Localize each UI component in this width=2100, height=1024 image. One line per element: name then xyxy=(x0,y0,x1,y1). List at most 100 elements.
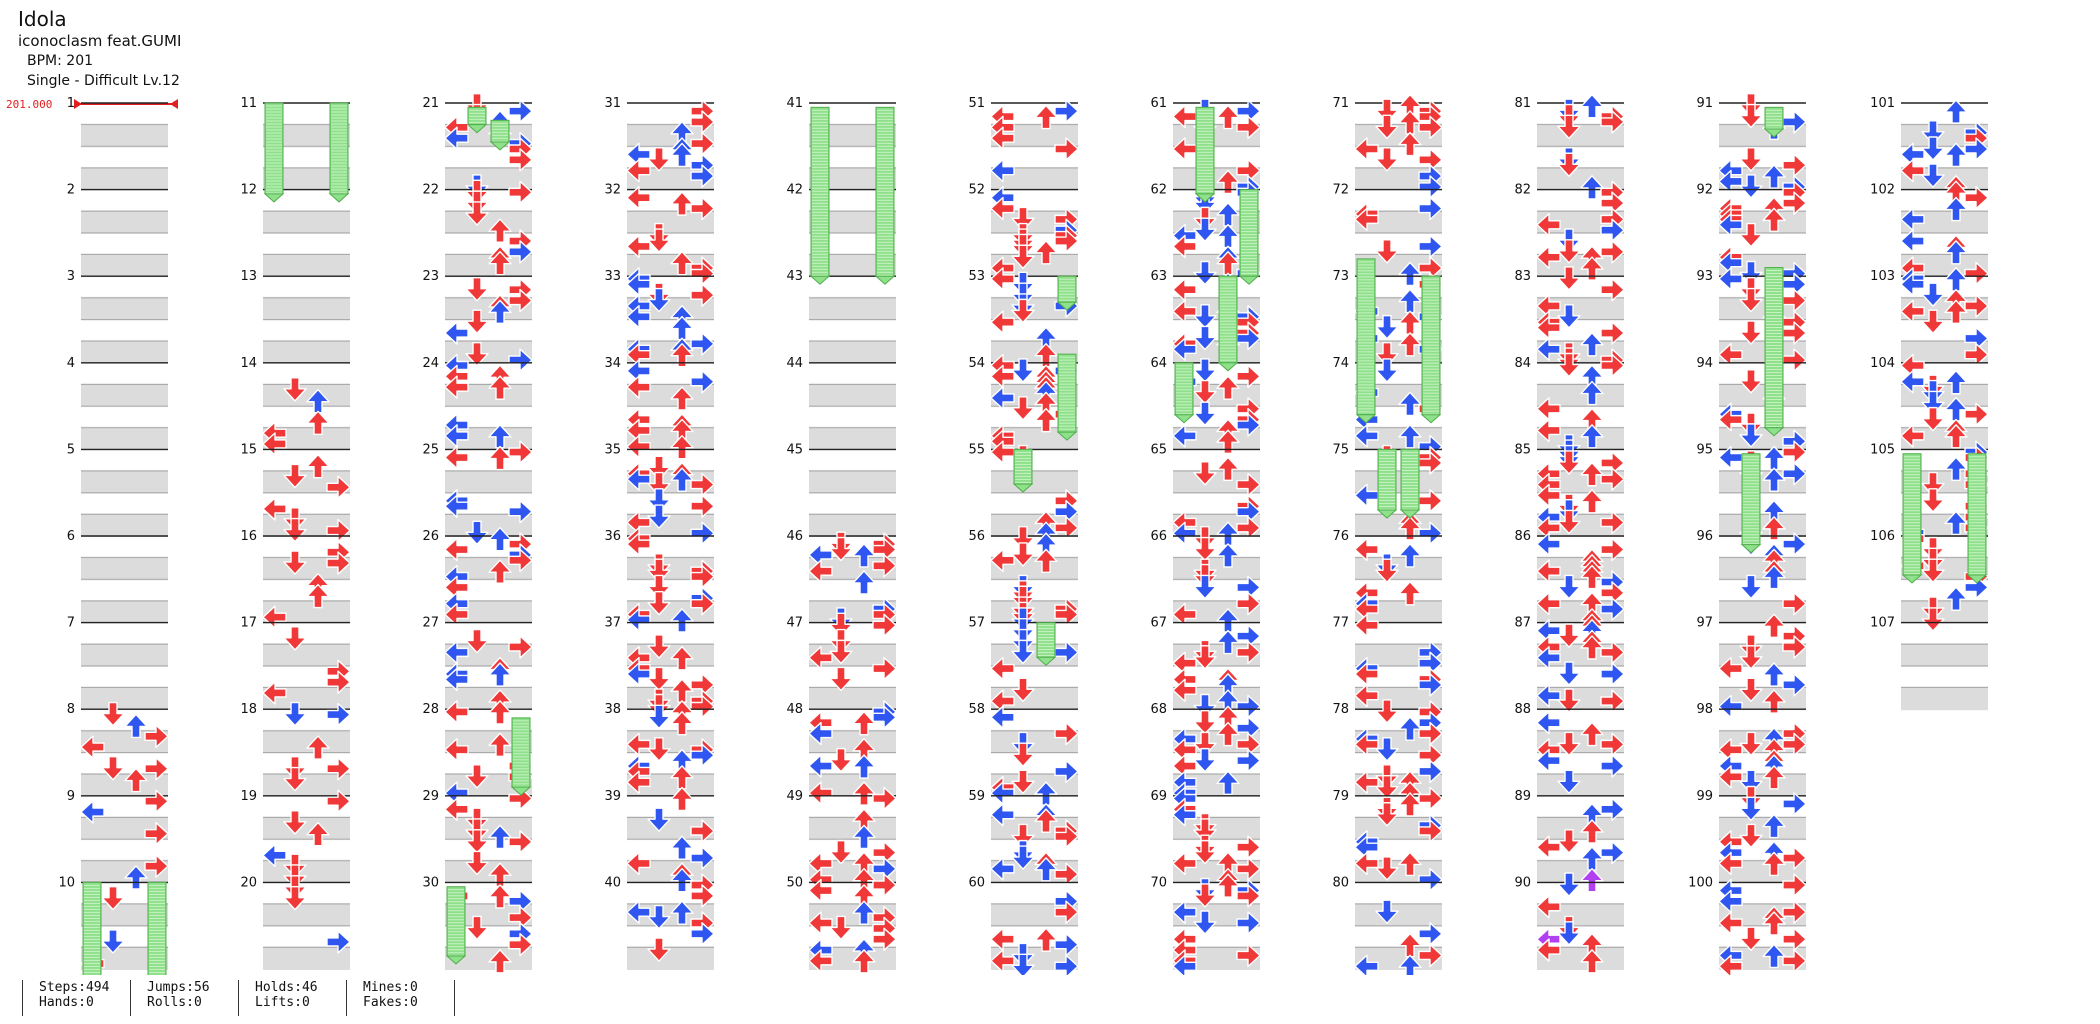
measure: 107 xyxy=(1870,616,1988,711)
right-arrow-icon xyxy=(326,789,351,813)
left-arrow-icon xyxy=(808,646,833,670)
right-arrow-icon xyxy=(690,283,715,307)
down-arrow-icon xyxy=(465,309,489,334)
left-arrow-icon xyxy=(808,851,833,876)
left-arrow-icon xyxy=(990,705,1015,730)
measure-number: 47 xyxy=(786,616,803,631)
measure-number: 67 xyxy=(1150,616,1167,631)
right-arrow-icon xyxy=(690,110,715,134)
down-arrow-icon xyxy=(1557,450,1581,475)
up-arrow-icon xyxy=(852,900,876,925)
measure-number: 54 xyxy=(968,356,985,371)
stat-divider xyxy=(454,980,471,1016)
right-arrow-icon xyxy=(1236,115,1261,140)
measure-number: 62 xyxy=(1150,183,1167,198)
right-arrow-icon xyxy=(1418,651,1443,675)
chart-column: 81 82 83 84 85 86 87 88 89 90 xyxy=(1514,94,1625,974)
right-arrow-icon xyxy=(872,857,897,881)
left-arrow-icon xyxy=(990,126,1015,150)
measure: 105 xyxy=(1870,440,1989,545)
right-arrow-icon xyxy=(1600,191,1625,215)
right-arrow-icon xyxy=(1418,786,1443,811)
right-arrow-icon xyxy=(144,821,169,846)
measure: 79 xyxy=(1332,786,1443,892)
left-arrow-icon xyxy=(626,851,651,876)
up-arrow-icon xyxy=(1762,499,1786,525)
down-arrow-icon xyxy=(1739,147,1763,172)
left-arrow-icon xyxy=(626,186,651,210)
measure: 89 xyxy=(1514,789,1625,893)
measure-number: 84 xyxy=(1514,356,1531,371)
measure-number: 16 xyxy=(240,529,257,544)
measure-number: 51 xyxy=(968,96,985,111)
measure-number: 64 xyxy=(1150,356,1167,371)
up-arrow-icon xyxy=(1398,288,1422,314)
up-arrow-icon xyxy=(670,748,694,774)
measure-number: 26 xyxy=(422,529,439,544)
up-arrow-icon xyxy=(670,835,694,860)
right-arrow-icon xyxy=(508,440,533,464)
left-arrow-icon xyxy=(1718,342,1743,367)
left-arrow-icon xyxy=(262,605,287,629)
up-arrow-icon xyxy=(124,865,148,890)
stat-group: Holds:46 Lifts:0 xyxy=(238,980,318,1016)
up-arrow-icon xyxy=(852,543,876,568)
left-arrow-icon xyxy=(444,575,469,600)
down-arrow-icon xyxy=(829,536,853,562)
left-arrow-icon xyxy=(808,754,833,778)
up-arrow-icon xyxy=(852,808,876,833)
up-arrow-icon xyxy=(1398,332,1422,357)
right-arrow-icon xyxy=(1418,234,1443,259)
up-arrow-icon xyxy=(488,949,512,974)
measure-number: 33 xyxy=(604,269,621,284)
right-arrow-icon xyxy=(1782,440,1807,464)
right-arrow-icon xyxy=(1236,884,1261,908)
measure: 84 xyxy=(1514,352,1625,459)
measure: 80 xyxy=(1332,875,1443,975)
measure-number: 21 xyxy=(422,96,439,111)
measure-number: 34 xyxy=(604,356,621,371)
down-arrow-icon xyxy=(1375,699,1399,724)
down-arrow-icon xyxy=(647,737,671,762)
right-arrow-icon xyxy=(1782,110,1807,134)
up-arrow-icon xyxy=(1580,591,1604,617)
hold-note xyxy=(82,881,102,975)
up-arrow-icon xyxy=(1034,927,1058,952)
measure: 46 xyxy=(786,529,897,632)
right-arrow-icon xyxy=(872,656,897,681)
hold-note xyxy=(510,717,532,796)
measure: 10 xyxy=(58,875,168,975)
measure-number: 11 xyxy=(240,96,257,111)
measure: 54 xyxy=(968,353,1079,453)
right-arrow-icon xyxy=(1600,662,1625,686)
measure: 37 xyxy=(604,616,715,719)
up-arrow-icon xyxy=(852,884,876,909)
measure: 6 xyxy=(67,529,168,624)
right-arrow-icon xyxy=(690,846,715,870)
down-arrow-icon xyxy=(647,937,671,962)
right-arrow-icon xyxy=(1600,353,1625,378)
measure-number: 99 xyxy=(1696,789,1713,804)
up-arrow-icon xyxy=(1580,564,1604,590)
left-arrow-icon xyxy=(1718,656,1743,681)
up-arrow-icon xyxy=(1944,240,1968,265)
down-arrow-icon xyxy=(465,628,489,654)
down-arrow-icon xyxy=(1921,282,1945,307)
up-arrow-icon xyxy=(488,375,512,400)
down-arrow-icon xyxy=(647,147,671,172)
right-arrow-icon xyxy=(1782,846,1807,870)
measure: 94 xyxy=(1696,353,1807,453)
right-arrow-icon xyxy=(508,889,533,914)
hold-note xyxy=(328,102,350,203)
left-arrow-icon xyxy=(1172,851,1197,876)
up-arrow-icon xyxy=(1398,716,1422,741)
measure: 13 xyxy=(240,269,350,364)
down-arrow-icon xyxy=(1557,114,1581,140)
right-arrow-icon xyxy=(1054,602,1079,627)
right-arrow-icon xyxy=(1236,716,1261,740)
left-arrow-icon xyxy=(1718,250,1743,275)
left-arrow-icon xyxy=(808,878,833,903)
down-arrow-icon xyxy=(1739,320,1763,345)
right-arrow-icon xyxy=(1600,218,1625,242)
right-arrow-icon xyxy=(1782,321,1807,345)
